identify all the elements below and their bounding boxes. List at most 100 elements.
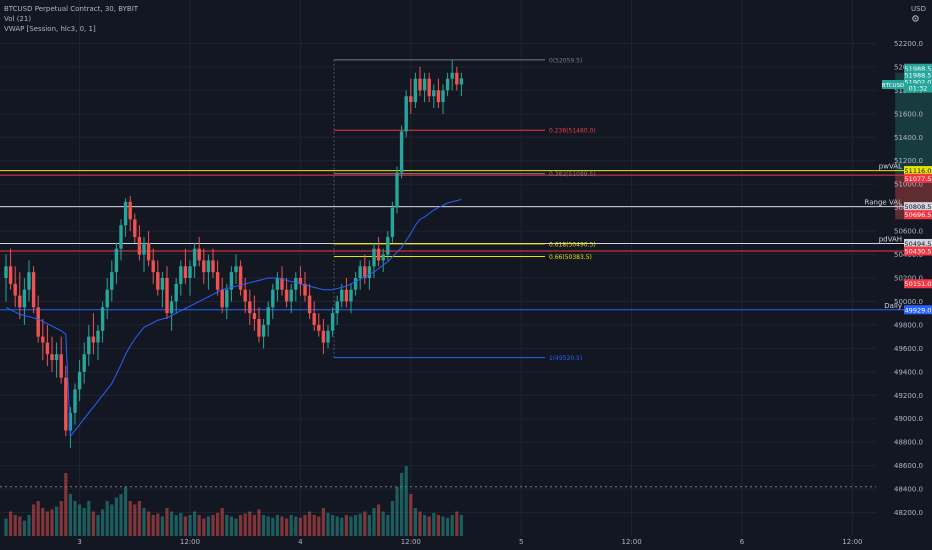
volume-bar — [82, 508, 86, 536]
x-tick-label: 5 — [519, 538, 523, 546]
volume-bar — [455, 511, 459, 536]
vwap-polyline — [5, 198, 462, 438]
volume-bar — [404, 466, 408, 536]
volume-bar — [349, 516, 353, 536]
candle-body — [445, 78, 450, 91]
volume-bar — [9, 511, 13, 536]
x-tick-label: 12:00 — [622, 538, 642, 546]
candle-body — [317, 324, 321, 331]
volume-bar — [13, 515, 17, 536]
gear-icon[interactable] — [911, 14, 920, 23]
volume-bar — [436, 515, 440, 536]
candle-body — [225, 289, 229, 308]
price-label-text: 51988.5 — [905, 72, 932, 80]
volume-bar — [68, 494, 72, 536]
volume-bar — [137, 501, 141, 536]
candle-body — [353, 278, 358, 290]
candle-body — [50, 354, 54, 361]
candle-body — [386, 236, 390, 255]
volume-bar — [147, 511, 151, 536]
y-tick-label: 48600.0 — [894, 462, 923, 470]
volume-bar — [119, 494, 123, 536]
volume-bar — [262, 515, 266, 536]
candle-body — [77, 371, 82, 390]
y-tick-label: 48800.0 — [894, 439, 923, 447]
volume-indicator-label[interactable]: Vol (21) — [4, 15, 32, 23]
price-label-box — [904, 305, 932, 315]
candle-body — [211, 260, 215, 273]
candle-body — [179, 266, 183, 284]
volume-bar — [381, 511, 385, 536]
candle-body — [275, 278, 280, 290]
candle-body — [261, 324, 266, 337]
volume-bar — [446, 517, 450, 536]
price-label-text: 50430.5 — [905, 248, 932, 256]
price-label-text: 51077.5 — [905, 175, 932, 183]
volume-bar — [321, 508, 325, 536]
price-label-text: 50494.5 — [905, 240, 932, 248]
candle-body — [119, 225, 123, 249]
candle-body — [455, 72, 459, 85]
candle-body — [45, 342, 50, 355]
volume-bar — [110, 504, 114, 536]
volume-bar — [64, 473, 68, 536]
volume-bar — [285, 518, 289, 536]
volume-bar — [41, 508, 45, 536]
fib-level-label: 0.236(51460.0) — [549, 128, 596, 135]
volume-bar — [441, 516, 445, 536]
volume-bar — [183, 516, 187, 536]
volume-bar — [275, 515, 279, 536]
y-tick-label: 48200.0 — [894, 509, 923, 517]
vwap-line — [5, 198, 462, 438]
price-label-box — [904, 166, 932, 176]
currency-label[interactable]: USD — [911, 5, 926, 13]
candle-body — [312, 313, 316, 325]
volume-bar — [377, 504, 381, 536]
volume-bar — [4, 518, 8, 536]
candle-body — [183, 266, 188, 278]
vwap-indicator-label[interactable]: VWAP [Session, hlc3, 0, 1] — [4, 25, 96, 33]
y-tick-label: 51600.0 — [894, 110, 923, 118]
volume-bar — [220, 508, 224, 536]
candle-body — [31, 272, 36, 308]
volume-bar — [124, 487, 128, 536]
volume-bar — [32, 504, 36, 536]
volume-bar — [354, 515, 358, 536]
price-label-box — [904, 238, 932, 248]
candle-body — [326, 330, 330, 343]
candle-body — [54, 354, 59, 361]
candle-body — [372, 248, 376, 267]
volume-bar — [252, 515, 256, 536]
candle-body — [404, 96, 408, 132]
volume-bar — [170, 511, 174, 536]
price-label-text: 50808.5 — [905, 203, 932, 211]
volume-bar — [151, 515, 155, 536]
candle-body — [271, 289, 275, 308]
chart-legend: BTCUSD Perpetual Contract, 30, BYBIT Vol… — [4, 4, 138, 34]
candle-body — [344, 289, 349, 302]
candle-body — [142, 242, 146, 255]
horizontal-levels: pwVAL Range VAL pdVAH Daily — [0, 163, 906, 311]
candle-body — [73, 389, 77, 413]
volume-bar — [91, 511, 95, 536]
volume-bar — [266, 516, 270, 536]
volume-bar — [317, 516, 321, 536]
candle-body — [335, 301, 339, 314]
volume-bar — [165, 508, 169, 536]
price-label-text: 51116.0 — [905, 167, 932, 175]
level-label-pwVAL: pwVAL — [879, 163, 902, 171]
price-label-box — [904, 279, 932, 289]
candle-body — [188, 266, 192, 278]
candle-body — [321, 330, 326, 343]
candle-body — [128, 201, 132, 220]
candle-body — [151, 260, 155, 273]
price-label-text: 50696.5 — [905, 211, 932, 219]
candle-body — [192, 248, 197, 267]
candle-body — [68, 412, 73, 431]
candle-body — [123, 201, 128, 226]
candle-body — [64, 377, 68, 431]
candle-body — [422, 78, 427, 91]
volume-bar — [114, 497, 118, 536]
price-label-box — [904, 83, 932, 93]
